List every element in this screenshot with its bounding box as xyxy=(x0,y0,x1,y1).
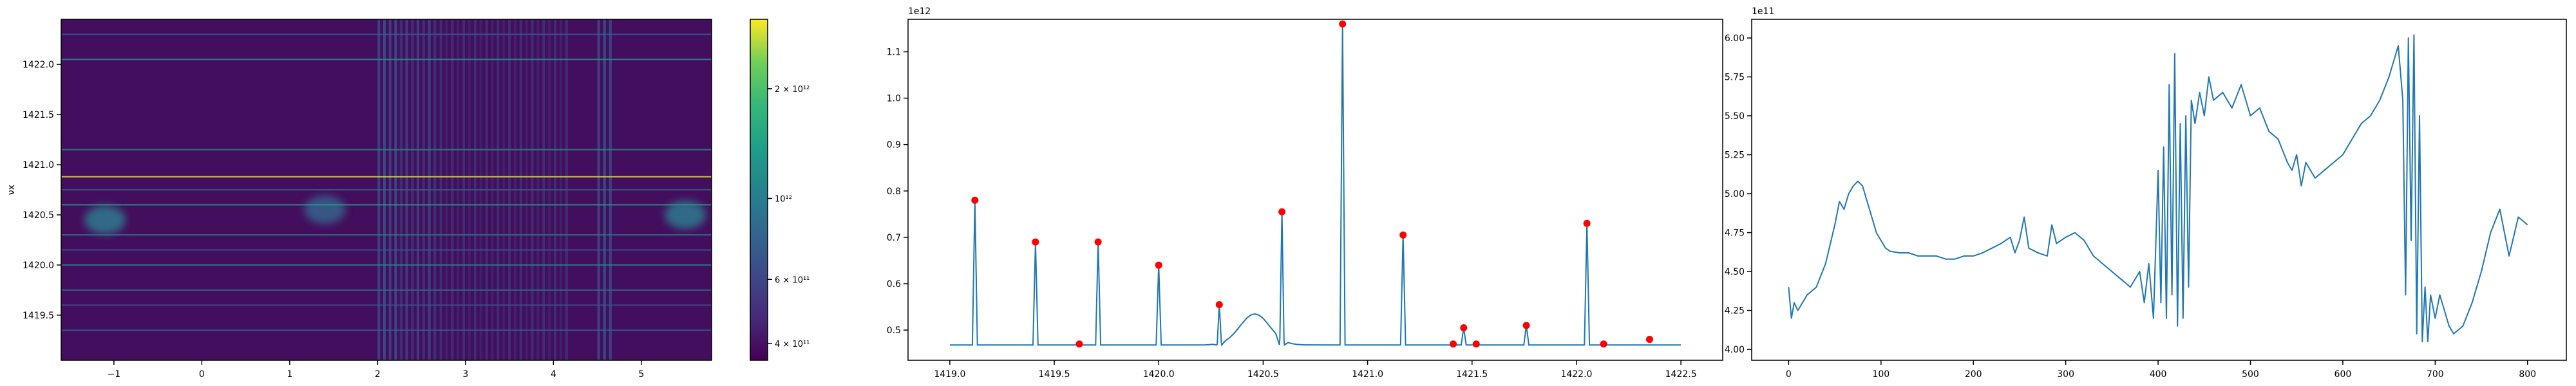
peaks-x-tick-label: 1420.0 xyxy=(1143,369,1175,380)
peak-marker xyxy=(1522,322,1530,329)
heatmap-x-tick-label: 5 xyxy=(638,369,644,380)
trace-y-axis: 4.00 4.25 4.50 4.75 5.00 5.25 5.50 5.75 6.00 xyxy=(1725,33,1752,355)
peaks-x-tick-label: 1421.0 xyxy=(1352,369,1383,380)
peaks-x-tick-label: 1421.5 xyxy=(1456,369,1488,380)
heatmap-blob xyxy=(304,196,346,225)
peak-marker xyxy=(1032,238,1039,246)
heatmap-x-tick-label: −1 xyxy=(108,369,121,380)
trace-y-tick-label: 5.00 xyxy=(1725,189,1745,199)
heatmap-x-axis: −1 0 1 2 3 4 5 xyxy=(108,360,644,380)
trace-y-tick-label: 4.50 xyxy=(1725,267,1745,277)
heatmap-y-tick-label: 1420.5 xyxy=(23,210,54,221)
peak-marker xyxy=(1450,340,1457,348)
colorbar-tick-label: 10¹² xyxy=(775,195,792,205)
trace-x-tick-label: 400 xyxy=(2150,369,2167,380)
peak-marker xyxy=(1645,336,1653,344)
trace-x-axis: 0 100 200 300 400 500 600 700 800 xyxy=(1786,360,2536,380)
trace-x-tick-label: 300 xyxy=(2057,369,2074,380)
heatmap-y-tick-label: 1421.5 xyxy=(23,110,54,120)
heatmap-y-tick-label: 1420.0 xyxy=(23,261,54,271)
peak-marker xyxy=(1583,219,1591,227)
heatmap-blob xyxy=(84,205,126,234)
peak-marker xyxy=(971,196,979,204)
heatmap-y-axis-label: νx xyxy=(6,185,17,195)
heatmap-y-axis: 1419.5 1420.0 1420.5 1421.0 1421.5 1422.0 xyxy=(23,60,61,321)
peaks-y-tick-label: 0.7 xyxy=(887,233,901,243)
peak-marker xyxy=(1399,231,1407,239)
heatmap-y-tick-label: 1419.5 xyxy=(23,311,54,321)
trace-plot-area xyxy=(1788,34,2528,342)
trace-line xyxy=(1788,34,2528,342)
trace-x-tick-label: 0 xyxy=(1786,369,1792,380)
trace-frame xyxy=(1751,19,2567,361)
peak-marker xyxy=(1472,340,1480,348)
colorbar-tick-label: 6 × 10¹¹ xyxy=(775,275,810,285)
peak-marker xyxy=(1460,324,1468,332)
peaks-x-tick-label: 1422.0 xyxy=(1560,369,1592,380)
heatmap-blob xyxy=(665,200,706,229)
heatmap-x-tick-label: 0 xyxy=(199,369,205,380)
trace-x-tick-label: 800 xyxy=(2519,369,2536,380)
peaks-plot-area xyxy=(949,20,1681,348)
trace-offset-text: 1e11 xyxy=(1752,6,1774,17)
peaks-y-tick-label: 0.6 xyxy=(887,279,901,290)
peaks-offset-text: 1e12 xyxy=(908,6,931,17)
peak-marker xyxy=(1155,261,1162,269)
peak-marker xyxy=(1339,20,1347,28)
colorbar-tick-label: 4 × 10¹¹ xyxy=(775,340,810,349)
colorbar-frame xyxy=(750,19,768,361)
peak-marker xyxy=(1600,340,1607,348)
peaks-x-tick-label: 1419.0 xyxy=(934,369,965,380)
peaks-x-tick-label: 1419.5 xyxy=(1039,369,1070,380)
colorbar: 4 × 10¹¹ 6 × 10¹¹ 10¹² 2 × 10¹² xyxy=(750,19,810,361)
peaks-frame xyxy=(907,19,1723,361)
trace-y-tick-label: 5.75 xyxy=(1725,73,1745,83)
heatmap-x-tick-label: 1 xyxy=(287,369,292,380)
colorbar-gradient xyxy=(750,19,768,360)
trace-y-tick-label: 5.25 xyxy=(1725,151,1745,161)
heatmap-x-tick-label: 2 xyxy=(375,369,381,380)
peaks-y-tick-label: 0.8 xyxy=(887,187,901,197)
peak-marker xyxy=(1075,340,1083,348)
trace-x-tick-label: 200 xyxy=(1965,369,1982,380)
peaks-y-tick-label: 0.5 xyxy=(887,326,901,336)
heatmap-panel: −1 0 1 2 3 4 5 1419.51420.01420.51421.01421.51… xyxy=(6,19,712,380)
trace-x-tick-label: 600 xyxy=(2334,369,2352,380)
trace-panel: 0 100 200 300 400 500 600 700 800 4.004.254.504.… xyxy=(1725,6,2567,380)
peaks-panel: 1419.0 1419.5 1420.0 1420.5 1421.0 1421.5 1422… xyxy=(887,6,1723,380)
peaks-y-tick-label: 0.9 xyxy=(887,140,901,151)
peaks-y-tick-label: 1.0 xyxy=(887,94,901,104)
trace-y-tick-label: 4.00 xyxy=(1725,345,1745,355)
trace-y-tick-label: 4.75 xyxy=(1725,228,1745,239)
trace-x-tick-label: 100 xyxy=(1872,369,1889,380)
trace-y-tick-label: 4.25 xyxy=(1725,306,1745,317)
heatmap-x-tick-label: 4 xyxy=(551,369,556,380)
peak-marker xyxy=(1278,208,1286,216)
peak-marker xyxy=(1094,238,1102,246)
peaks-y-axis: 0.5 0.6 0.7 0.8 0.9 1.0 1.1 xyxy=(887,47,908,336)
peaks-x-tick-label: 1422.5 xyxy=(1665,369,1697,380)
colorbar-axis: 4 × 10¹¹ 6 × 10¹¹ 10¹² 2 × 10¹² xyxy=(768,85,810,349)
colorbar-tick-label: 2 × 10¹² xyxy=(775,85,810,95)
peaks-x-axis: 1419.0 1419.5 1420.0 1420.5 1421.0 1421.5 1422… xyxy=(934,360,1697,380)
heatmap-y-tick-label: 1422.0 xyxy=(23,60,54,70)
heatmap-y-tick-label: 1421.0 xyxy=(23,160,54,170)
peaks-line xyxy=(949,24,1681,347)
trace-y-tick-label: 6.00 xyxy=(1725,33,1745,44)
peaks-y-tick-label: 1.1 xyxy=(887,47,901,57)
heatmap-frame xyxy=(61,19,712,361)
heatmap-x-tick-label: 3 xyxy=(462,369,468,380)
heatmap-plot-area xyxy=(61,19,712,360)
trace-y-tick-label: 5.50 xyxy=(1725,111,1745,122)
trace-x-tick-label: 700 xyxy=(2427,369,2444,380)
trace-x-tick-label: 500 xyxy=(2242,369,2259,380)
peak-marker xyxy=(1215,300,1223,308)
peaks-x-tick-label: 1420.5 xyxy=(1247,369,1279,380)
